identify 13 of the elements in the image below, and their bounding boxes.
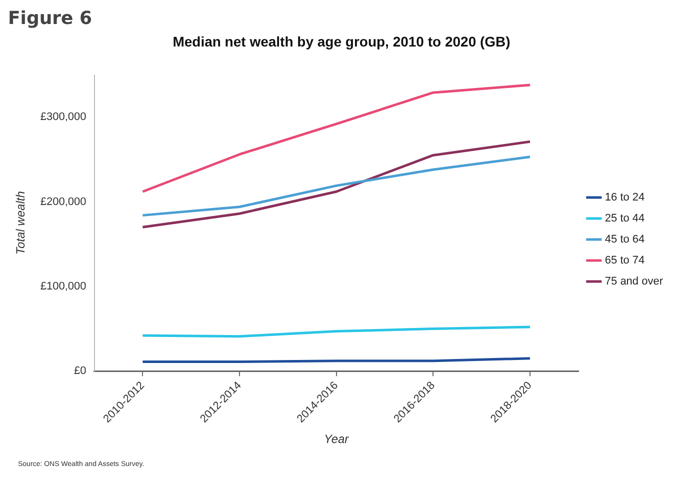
legend-label: 25 to 44 bbox=[604, 212, 645, 225]
y-tick-label: £0 bbox=[74, 365, 86, 378]
y-tick-label: £200,000 bbox=[40, 196, 86, 208]
chart-title: Median net wealth by age group, 2010 to 2020 (GB) bbox=[172, 33, 510, 50]
legend-label: 75 and over bbox=[604, 276, 664, 288]
legend-label: 65 to 74 bbox=[604, 254, 645, 267]
y-tick-label: £300,000 bbox=[40, 111, 86, 124]
x-axis-title: Year bbox=[324, 432, 350, 446]
legend-label: 16 to 24 bbox=[604, 192, 645, 204]
y-axis-title: Total wealth bbox=[14, 190, 28, 255]
y-tick-label: £100,000 bbox=[40, 280, 86, 292]
caption: Figure 6 bbox=[8, 8, 92, 29]
legend-label: 45 to 64 bbox=[604, 234, 645, 246]
